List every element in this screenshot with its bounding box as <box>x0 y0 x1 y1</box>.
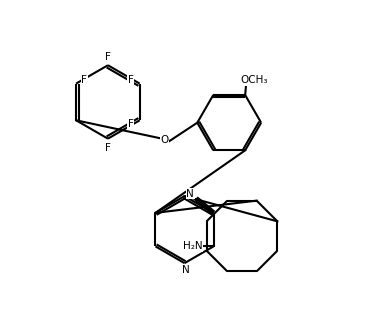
Text: N: N <box>182 265 190 275</box>
Text: O: O <box>160 135 169 145</box>
Text: F: F <box>105 143 111 153</box>
Text: N: N <box>186 189 194 199</box>
Text: OCH₃: OCH₃ <box>241 75 268 85</box>
Text: F: F <box>128 119 134 129</box>
Text: F: F <box>81 75 87 85</box>
Text: H₂N: H₂N <box>183 242 203 251</box>
Text: F: F <box>105 52 111 62</box>
Text: F: F <box>128 75 134 85</box>
